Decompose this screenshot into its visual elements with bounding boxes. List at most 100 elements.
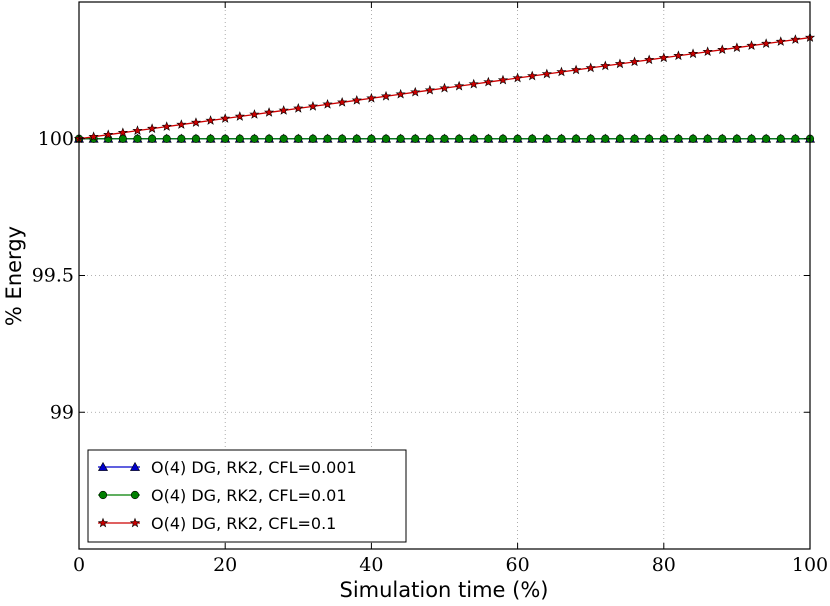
data-point: [585, 62, 596, 73]
data-point: [645, 134, 654, 143]
legend-item: O(4) DG, RK2, CFL=0.001: [97, 458, 357, 477]
data-point: [702, 46, 713, 57]
data-point: [703, 134, 712, 143]
legend-marker: [129, 517, 141, 528]
data-point: [440, 134, 449, 143]
data-point: [717, 44, 728, 55]
data-point: [687, 48, 699, 59]
data-point: [439, 82, 450, 93]
data-point: [761, 38, 772, 48]
data-point: [88, 131, 99, 142]
data-point: [337, 96, 348, 107]
data-point: [674, 134, 683, 143]
data-point: [468, 78, 479, 89]
x-tick-label: 100: [792, 554, 828, 576]
data-point: [118, 134, 127, 143]
data-point: [367, 134, 376, 143]
data-point: [176, 119, 187, 129]
data-point: [570, 64, 582, 75]
legend-box: [87, 449, 407, 543]
data-point: [614, 58, 626, 69]
data-point: [190, 117, 202, 127]
data-point: [352, 134, 361, 143]
data-point: [279, 134, 288, 143]
data-point: [528, 134, 537, 143]
data-point: [469, 134, 478, 143]
data-point: [366, 92, 377, 103]
y-axis-label: % Energy: [2, 226, 26, 326]
data-point: [483, 76, 494, 87]
data-point: [308, 134, 318, 143]
data-point: [294, 134, 303, 143]
legend-item: O(4) DG, RK2, CFL=0.1: [97, 514, 336, 533]
legend-marker: [98, 490, 108, 500]
data-point: [762, 134, 771, 143]
data-point: [497, 74, 509, 85]
data-point: [571, 134, 581, 143]
data-point: [132, 125, 143, 135]
x-tick-label: 0: [73, 554, 85, 576]
data-point: [307, 101, 319, 111]
x-tick-label: 80: [652, 554, 676, 576]
data-point: [338, 134, 347, 143]
data-point: [775, 36, 786, 46]
data-point: [658, 52, 669, 63]
data-point: [541, 68, 552, 79]
data-point: [205, 115, 216, 125]
data-point: [381, 134, 391, 143]
data-point: [746, 40, 757, 50]
data-point: [103, 129, 114, 140]
data-point: [220, 113, 231, 123]
data-point: [644, 54, 655, 65]
legend-item: O(4) DG, RK2, CFL=0.01: [98, 486, 347, 505]
legend-label: O(4) DG, RK2, CFL=0.01: [151, 486, 347, 505]
data-point: [177, 134, 186, 143]
data-point: [161, 121, 172, 131]
series-layer: [73, 32, 816, 144]
data-point: [425, 134, 434, 143]
data-point: [117, 127, 128, 138]
data-point: [191, 134, 201, 143]
data-point: [380, 90, 392, 101]
data-point: [235, 134, 244, 143]
x-tick-label: 20: [213, 554, 237, 576]
legend-label: O(4) DG, RK2, CFL=0.001: [151, 458, 357, 477]
data-point: [513, 134, 522, 143]
data-point: [454, 80, 465, 91]
data-point: [776, 134, 785, 143]
data-point: [411, 134, 420, 143]
data-point: [718, 134, 727, 143]
data-point: [659, 134, 668, 143]
legend-label: O(4) DG, RK2, CFL=0.1: [151, 514, 336, 533]
x-axis-label: Simulation time (%): [340, 578, 549, 601]
data-point: [586, 134, 595, 143]
data-point: [264, 134, 274, 143]
x-tick-label: 60: [506, 554, 530, 576]
data-point: [396, 134, 405, 143]
data-point: [629, 56, 640, 67]
data-point: [731, 42, 742, 53]
ticks: 0 20 40 60 80 100 99 99.5 100: [32, 2, 828, 576]
data-point: [263, 107, 275, 117]
legend-marker: [97, 461, 109, 471]
data-point: [688, 134, 698, 143]
data-point: [615, 134, 625, 143]
data-point: [206, 134, 215, 143]
data-point: [556, 66, 567, 77]
data-point: [410, 86, 421, 97]
data-point: [673, 50, 684, 61]
data-point: [747, 134, 756, 143]
legend-marker: [129, 461, 141, 471]
legend-items: O(4) DG, RK2, CFL=0.001 O(4) DG, RK2, CFL…: [97, 458, 357, 533]
series-3: [73, 32, 816, 144]
data-point: [732, 134, 742, 143]
data-point: [600, 60, 611, 71]
series-2: [74, 134, 815, 143]
data-point: [557, 134, 566, 143]
data-point: [147, 123, 158, 133]
data-point: [148, 134, 157, 143]
data-point: [250, 134, 259, 143]
data-point: [162, 134, 171, 143]
